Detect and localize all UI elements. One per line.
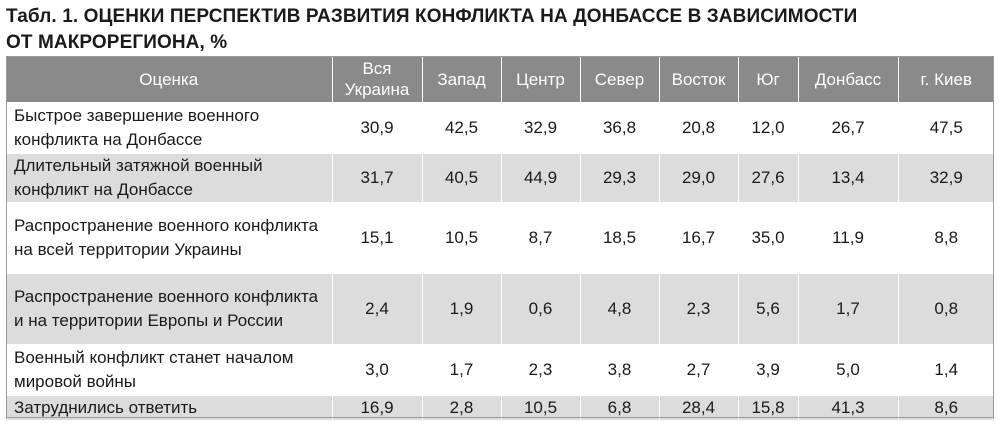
table-cell: 18,5 [579,203,659,273]
table-cell: 3,8 [579,345,659,395]
column-header-all-ukraine: Вся Украина [331,56,422,103]
table-cell: 2,3 [500,345,580,395]
table-cell: 2,4 [331,273,422,345]
table-cell: 0,8 [897,273,994,345]
table-cell: 10,5 [421,203,501,273]
table-cell: 15,8 [737,395,798,420]
table-cell: 16,9 [331,395,422,420]
row-label: Распространение военного конфликта и на … [6,273,332,345]
table-cell: 29,3 [579,153,659,203]
table-row: Военный конфликт станет началом мировой … [6,345,994,395]
column-header-center: Центр [500,56,580,103]
table-cell: 10,5 [500,395,580,420]
table-cell: 36,8 [579,103,659,153]
table-cell: 8,8 [897,203,994,273]
table-cell: 5,6 [737,273,798,345]
table-cell: 8,6 [897,395,994,420]
table-cell: 2,8 [421,395,501,420]
table-cell: 30,9 [331,103,422,153]
table-cell: 1,4 [897,345,994,395]
table-cell: 1,7 [421,345,501,395]
table-cell: 41,3 [797,395,898,420]
table-cell: 2,7 [658,345,738,395]
table-cell: 20,8 [658,103,738,153]
data-table: Оценка Вся Украина Запад Центр Север Вос… [6,56,994,420]
table-cell: 40,5 [421,153,501,203]
column-header-kyiv: г. Киев [897,56,994,103]
table-cell: 29,0 [658,153,738,203]
table-cell: 13,4 [797,153,898,203]
row-label: Длительный затяжной военный конфликт на … [6,153,332,203]
table-cell: 28,4 [658,395,738,420]
column-header-east: Восток [658,56,738,103]
column-header-north: Север [579,56,659,103]
table-cell: 2,3 [658,273,738,345]
column-header-west: Запад [421,56,501,103]
table-cell: 35,0 [737,203,798,273]
table-cell: 15,1 [331,203,422,273]
table-cell: 12,0 [737,103,798,153]
column-header-south: Юг [737,56,798,103]
table-title: Табл. 1. ОЦЕНКИ ПЕРСПЕКТИВ РАЗВИТИЯ КОНФ… [6,4,986,56]
table-cell: 3,0 [331,345,422,395]
table-cell: 32,9 [500,103,580,153]
table-cell: 0,6 [500,273,580,345]
table-cell: 16,7 [658,203,738,273]
row-label: Быстрое завершение военного конфликта на… [6,103,332,153]
header-row: Оценка Вся Украина Запад Центр Север Вос… [6,56,994,103]
table-cell: 4,8 [579,273,659,345]
table-row: Длительный затяжной военный конфликт на … [6,153,994,203]
table-cell: 44,9 [500,153,580,203]
table-cell: 1,9 [421,273,501,345]
table-title-line-1: Табл. 1. ОЦЕНКИ ПЕРСПЕКТИВ РАЗВИТИЯ КОНФ… [6,6,858,27]
row-label: Затруднились ответить [6,395,332,420]
column-header-donbass: Донбасс [797,56,898,103]
table-cell: 5,0 [797,345,898,395]
table-cell: 3,9 [737,345,798,395]
table-row: Распространение военного конфликта на вс… [6,203,994,273]
table-row: Распространение военного конфликта и на … [6,273,994,345]
table-row: Затруднились ответить 16,9 2,8 10,5 6,8 … [6,395,994,420]
column-header-assessment: Оценка [6,56,332,103]
table-cell: 27,6 [737,153,798,203]
table-cell: 26,7 [797,103,898,153]
table-title-line-2: ОТ МАКРОРЕГИОНА, % [6,32,228,53]
table-cell: 1,7 [797,273,898,345]
table-cell: 47,5 [897,103,994,153]
table-cell: 42,5 [421,103,501,153]
row-label: Военный конфликт станет началом мировой … [6,345,332,395]
table-row: Быстрое завершение военного конфликта на… [6,103,994,153]
table-cell: 31,7 [331,153,422,203]
table-cell: 8,7 [500,203,580,273]
table-cell: 6,8 [579,395,659,420]
table-cell: 11,9 [797,203,898,273]
table-cell: 32,9 [897,153,994,203]
row-label: Распространение военного конфликта на вс… [6,203,332,273]
